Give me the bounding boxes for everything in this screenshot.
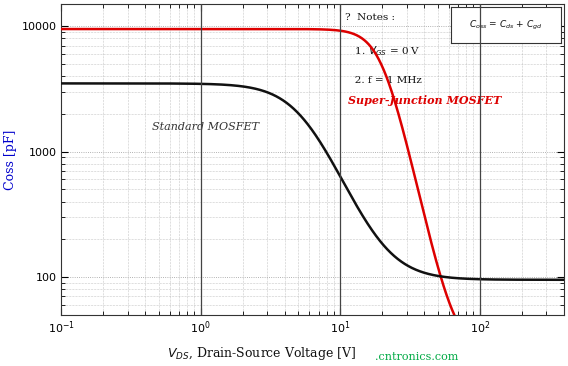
Y-axis label: Coss [pF]: Coss [pF] (4, 129, 17, 190)
Text: Standard MOSFET: Standard MOSFET (152, 122, 260, 131)
Text: ?  Notes :: ? Notes : (345, 14, 395, 22)
Text: 2. f = 1 MHz: 2. f = 1 MHz (345, 76, 422, 85)
Text: Super-Junction MOSFET: Super-Junction MOSFET (348, 94, 501, 105)
Text: .cntronics.com: .cntronics.com (375, 352, 458, 362)
Text: $V_{DS}$, Drain-Source Voltage [V]: $V_{DS}$, Drain-Source Voltage [V] (166, 346, 356, 362)
Text: 1. $V_{GS}$ = 0 V: 1. $V_{GS}$ = 0 V (345, 45, 421, 58)
